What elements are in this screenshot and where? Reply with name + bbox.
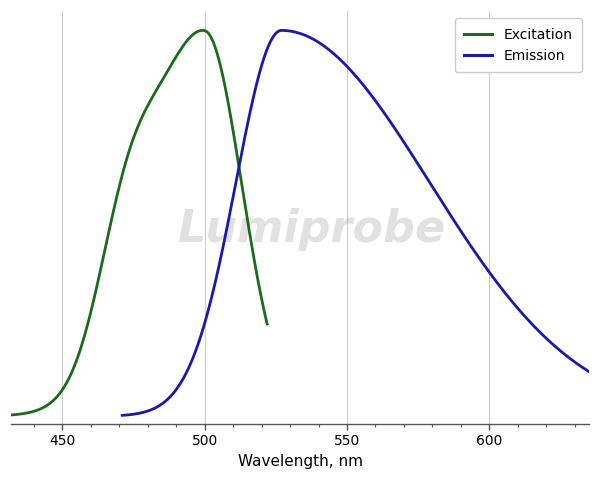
Text: Lumiprobe: Lumiprobe	[178, 208, 446, 252]
X-axis label: Wavelength, nm: Wavelength, nm	[238, 454, 362, 469]
Legend: Excitation, Emission: Excitation, Emission	[455, 18, 582, 72]
